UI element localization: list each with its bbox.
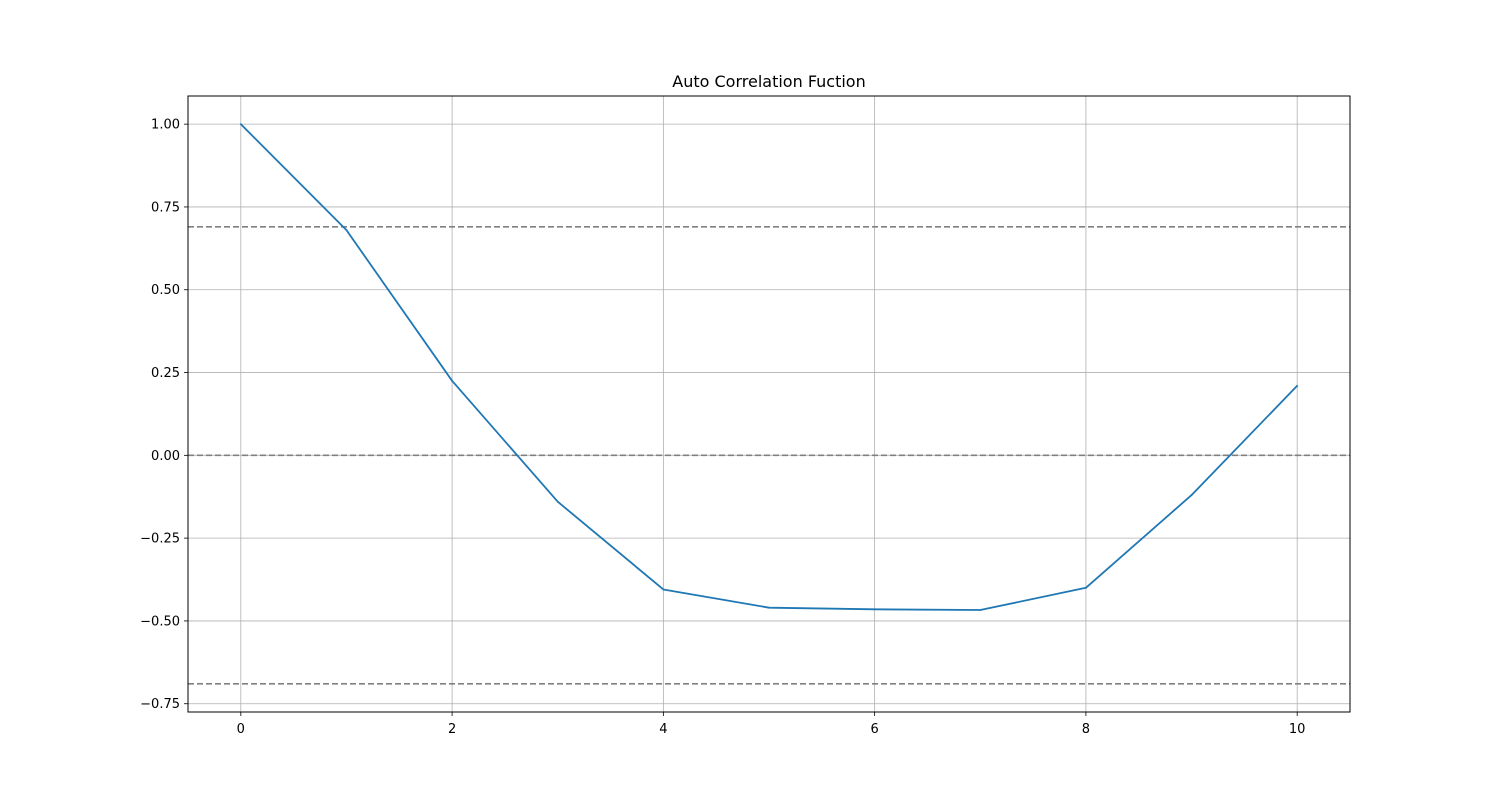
acf-data-point bbox=[239, 123, 242, 126]
x-axis: 0 2 4 6 8 10 bbox=[237, 712, 1306, 737]
series bbox=[239, 123, 1299, 611]
y-tick-label: −0.50 bbox=[140, 614, 180, 629]
acf-data-point bbox=[662, 588, 665, 591]
y-tick-label: 0.75 bbox=[151, 200, 180, 215]
y-tick-label: 1.00 bbox=[151, 118, 180, 133]
x-tick-label: 4 bbox=[659, 722, 667, 737]
acf-data-point bbox=[768, 606, 770, 609]
acf-data-point bbox=[1190, 494, 1193, 496]
plot-frame bbox=[187, 95, 1351, 713]
chart-title: Auto Correlation Fuction bbox=[672, 72, 865, 91]
y-tick-label: 0.25 bbox=[151, 366, 180, 381]
acf-data-point bbox=[1085, 586, 1087, 589]
acf-data-point bbox=[451, 379, 453, 382]
acf-data-point bbox=[556, 500, 559, 503]
x-tick-label: 8 bbox=[1082, 722, 1090, 737]
acf-data-point bbox=[873, 608, 876, 611]
x-tick-label: 0 bbox=[237, 722, 245, 737]
y-tick-label: −0.75 bbox=[140, 697, 180, 712]
x-tick-label: 10 bbox=[1289, 722, 1306, 737]
y-tick-label: 0.50 bbox=[151, 283, 180, 298]
y-axis: 1.00 0.75 0.50 0.25 0.00 −0.25 −0.50 −0.75 bbox=[140, 118, 188, 712]
reference-lines bbox=[188, 226, 1350, 685]
x-tick-label: 6 bbox=[870, 722, 878, 737]
y-tick-label: 0.00 bbox=[151, 449, 180, 464]
acf-data-point bbox=[345, 229, 348, 232]
x-tick-label: 2 bbox=[448, 722, 456, 737]
acf-data-point bbox=[979, 609, 982, 611]
y-tick-label: −0.25 bbox=[140, 532, 180, 547]
acf-data-point bbox=[1296, 384, 1299, 387]
